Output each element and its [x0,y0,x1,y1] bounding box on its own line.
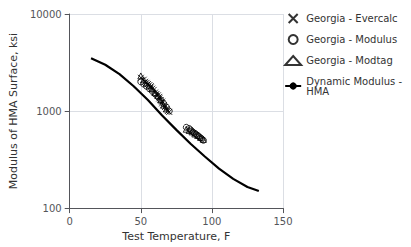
svg-text:10000: 10000 [30,9,62,20]
svg-text:Test Temperature, F: Test Temperature, F [121,230,230,243]
svg-text:HMA: HMA [306,86,329,97]
svg-text:150: 150 [273,216,292,227]
svg-text:Dynamic Modulus -: Dynamic Modulus - [306,75,402,87]
svg-text:100: 100 [43,203,62,214]
svg-text:Modulus of HMA Surface, ksi: Modulus of HMA Surface, ksi [7,33,20,189]
svg-text:Georgia - Modulus: Georgia - Modulus [306,34,397,45]
svg-text:Georgia - Evercalc: Georgia - Evercalc [306,13,397,24]
svg-text:0: 0 [67,216,73,227]
svg-text:100: 100 [202,216,221,227]
svg-text:Georgia - Modtag: Georgia - Modtag [306,55,393,66]
svg-text:50: 50 [134,216,147,227]
svg-text:1000: 1000 [36,106,61,117]
